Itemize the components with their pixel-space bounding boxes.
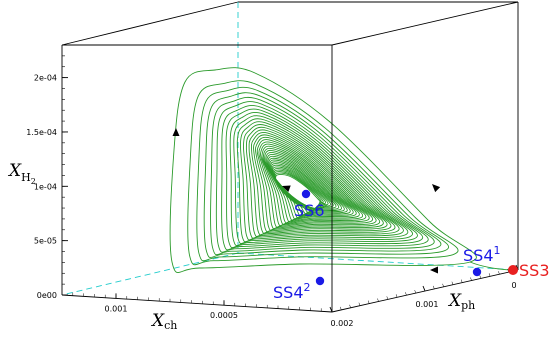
trajectory-loop bbox=[225, 108, 418, 249]
z-tick-label: 1e-04 bbox=[34, 182, 57, 191]
xph-major-tick bbox=[329, 306, 333, 313]
direction-arrow bbox=[430, 266, 438, 274]
direction-arrow bbox=[282, 185, 291, 193]
xph-minor-tick bbox=[433, 285, 435, 289]
ss4-1-label: SS41 bbox=[463, 244, 501, 265]
z-tick-label: 1.5e-04 bbox=[26, 128, 57, 137]
xph-minor-tick bbox=[460, 279, 463, 283]
trajectory-loop bbox=[256, 139, 374, 230]
trajectory-loop bbox=[245, 126, 392, 237]
xph-tick-label: 0.002 bbox=[331, 319, 354, 328]
xph-minor-tick bbox=[367, 300, 370, 304]
trajectory bbox=[169, 67, 511, 273]
ss6-point bbox=[301, 189, 311, 199]
trajectory-loop bbox=[196, 86, 449, 262]
xph-minor-tick bbox=[414, 290, 416, 294]
direction-arrow bbox=[172, 128, 180, 136]
trajectory-loop bbox=[250, 131, 384, 234]
direction-arrow bbox=[432, 184, 441, 193]
ss4-2-label: SS42 bbox=[273, 281, 311, 302]
trajectory-loop bbox=[261, 145, 364, 225]
xph-minor-tick bbox=[498, 271, 500, 275]
xph-minor-tick bbox=[386, 296, 389, 300]
xph-minor-tick bbox=[479, 275, 482, 279]
xph-minor-tick bbox=[405, 292, 407, 296]
trajectory-loop bbox=[187, 80, 459, 266]
xph-minor-tick bbox=[349, 304, 351, 308]
trajectory-loop bbox=[210, 96, 435, 256]
xch-tick-label: 0.0005 bbox=[210, 311, 238, 320]
trajectory-loop bbox=[236, 118, 404, 243]
trajectory-loop bbox=[243, 124, 396, 239]
xph-minor-tick bbox=[442, 283, 444, 287]
xph-axis-title: Xph bbox=[447, 291, 475, 312]
xph-minor-tick bbox=[470, 277, 472, 281]
trajectory-loop bbox=[239, 121, 400, 241]
z-tick-label: 0e00 bbox=[37, 291, 57, 300]
xph-minor-tick bbox=[377, 298, 379, 302]
xph-tick-label: 0 bbox=[511, 281, 516, 290]
trajectory-loop bbox=[258, 141, 370, 228]
trajectory-loop bbox=[260, 143, 367, 227]
trajectory-loop bbox=[264, 149, 357, 223]
trajectory-loop bbox=[248, 129, 388, 236]
trajectory-loop bbox=[229, 112, 413, 247]
trajectory-loop bbox=[262, 147, 360, 224]
trajectory-arrows bbox=[172, 128, 441, 274]
trajectory-loop bbox=[233, 115, 409, 245]
steady-state-points bbox=[301, 189, 518, 286]
xph-axis-ticks: 0.002 0.001 0 bbox=[329, 264, 519, 328]
trajectory-loop bbox=[272, 168, 329, 211]
trajectory-loop bbox=[203, 92, 442, 258]
trajectory-loop bbox=[221, 105, 424, 251]
trajectory-loop bbox=[274, 172, 325, 210]
xph-tick-label: 0.001 bbox=[416, 300, 439, 309]
box-front bbox=[61, 1, 519, 313]
box-hidden bbox=[61, 2, 519, 296]
ss3-point bbox=[508, 265, 518, 275]
z-axis-ticks: 0e00 5e-05 1e-04 1.5e-04 2e-04 bbox=[26, 55, 68, 300]
trajectory-loop bbox=[274, 171, 324, 209]
xph-minor-tick bbox=[488, 273, 491, 277]
xph-minor-tick bbox=[395, 294, 398, 298]
ss3-label: SS3 bbox=[519, 261, 550, 280]
ss4-2-point bbox=[315, 276, 325, 286]
z-axis-title: XH2 bbox=[7, 161, 36, 186]
trajectory-loop bbox=[255, 136, 377, 231]
trajectory-loop bbox=[275, 174, 327, 211]
xch-axis-title: Xch bbox=[150, 311, 177, 332]
xch-tick-label: 0.001 bbox=[105, 304, 128, 313]
trajectory-loop bbox=[273, 169, 327, 210]
z-tick-label: 5e-05 bbox=[34, 237, 57, 246]
trajectory-entry bbox=[469, 261, 511, 271]
xph-minor-tick bbox=[423, 287, 426, 292]
xph-minor-tick bbox=[340, 306, 342, 310]
xph-minor-tick bbox=[451, 281, 454, 285]
xph-minor-tick bbox=[358, 302, 361, 306]
z-tick-label: 2e-04 bbox=[34, 74, 57, 83]
xch-axis-ticks: 0.001 0.0005 bbox=[72, 292, 322, 320]
trajectory-loop bbox=[169, 67, 477, 273]
trajectory-loop bbox=[215, 101, 429, 253]
box-back bbox=[61, 1, 519, 270]
ss4-1-point bbox=[472, 267, 482, 277]
trajectory-loop bbox=[253, 134, 381, 233]
ss6-label: SS6 bbox=[294, 201, 325, 220]
